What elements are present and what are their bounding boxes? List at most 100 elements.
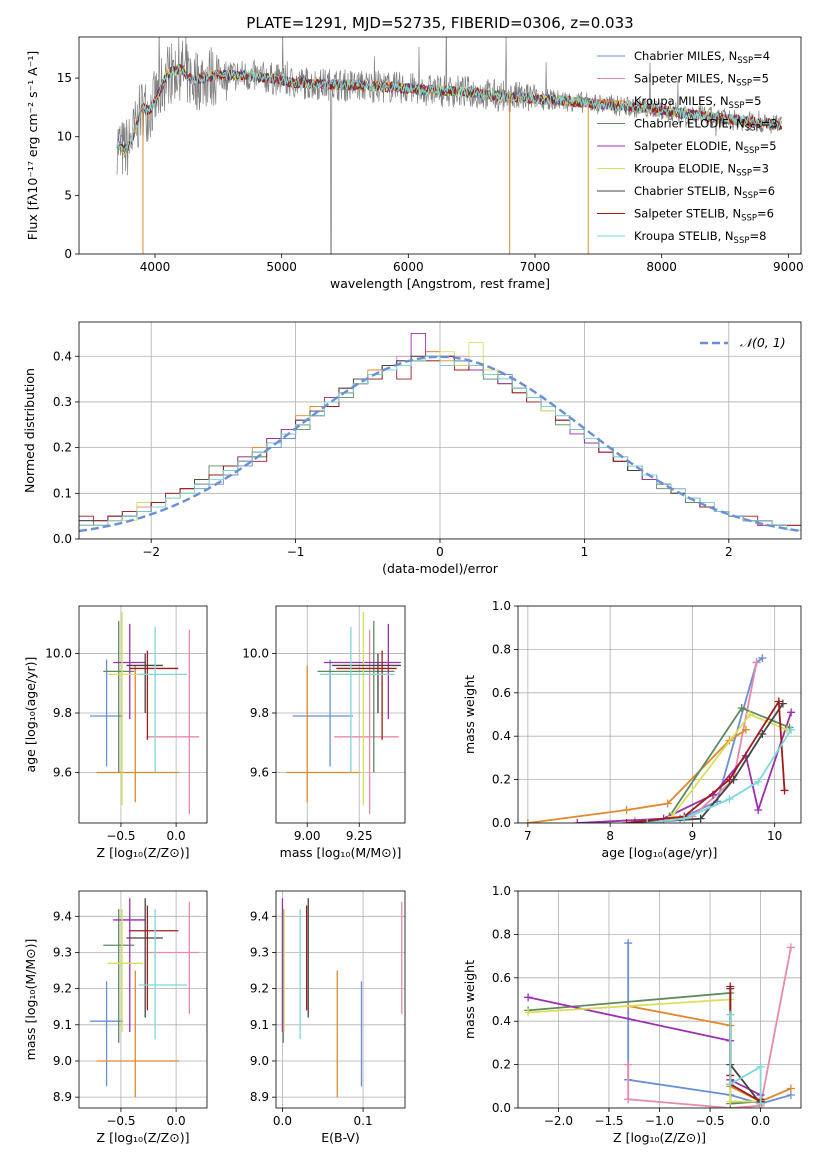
weight-marker xyxy=(778,699,787,708)
weight-marker xyxy=(786,1084,795,1093)
plot-area-weight-vs-Z xyxy=(518,891,801,1108)
x-tick-label: 0.0 xyxy=(751,1114,770,1128)
x-axis-label: Z [log₁₀(Z/Z⊙)] xyxy=(97,845,190,860)
y-tick-label: 10.0 xyxy=(45,647,72,661)
weight-marker xyxy=(745,710,754,719)
weight-marker xyxy=(756,1099,765,1108)
point-4 xyxy=(113,898,146,1033)
x-axis-label: mass [log₁₀(M/M⊙)] xyxy=(280,845,402,860)
weight-marker xyxy=(787,725,796,734)
weight-marker xyxy=(737,703,746,712)
point-1 xyxy=(146,629,200,815)
legend-entry-subscript: SSP xyxy=(742,191,758,201)
plot-area-mass-vs-Z xyxy=(79,891,207,1108)
legend-entry: Kroupa MILES, NSSP=5 xyxy=(634,94,761,111)
legend-entry: Kroupa STELIB, NSSP=8 xyxy=(634,229,766,246)
legend-entry: Kroupa ELODIE, NSSP=3 xyxy=(634,162,769,179)
axes-frame xyxy=(517,605,802,824)
panel-weight-vs-age: 7 8 9 10 0.0 0.2 0.4 0.6 0.8 1.0 age [log₁₀(age/yr… xyxy=(462,599,802,860)
y-tick-label: 9.1 xyxy=(53,1018,72,1032)
legend-entry-count: =3 xyxy=(752,162,769,176)
weight-marker xyxy=(756,1062,765,1071)
y-tick-label: 9.1 xyxy=(250,1018,269,1032)
y-tick-label: 0.2 xyxy=(53,441,72,455)
legend-entry-subscript: SSP xyxy=(729,101,745,111)
x-tick-label: 8 xyxy=(606,829,614,843)
point-3 xyxy=(317,620,395,773)
y-tick-label: 0.0 xyxy=(492,816,511,830)
weight-marker xyxy=(754,777,763,786)
legend-entry-subscript: SSP xyxy=(736,79,752,89)
legend-entry-count: =5 xyxy=(752,72,769,86)
axes-frame xyxy=(517,890,802,1109)
legend: 𝒩(0, 1) xyxy=(700,335,786,350)
weight-marker xyxy=(752,658,761,667)
x-axis-label: age [log₁₀(age/yr)] xyxy=(602,845,718,860)
weight-marker xyxy=(787,708,796,717)
legend-entry-count: =5 xyxy=(760,139,777,153)
weight-line-1 xyxy=(627,947,792,1108)
point-7 xyxy=(336,650,397,740)
point-0 xyxy=(90,659,124,767)
x-tick-label: 9.25 xyxy=(346,829,373,843)
y-tick-label: 0.2 xyxy=(492,1058,511,1072)
legend-entry: Chabrier MILES, NSSP=4 xyxy=(634,49,770,66)
y-tick-label: 9.3 xyxy=(250,945,269,959)
legend-entry: 𝒩(0, 1) xyxy=(740,335,786,350)
legend-entry-label: Chabrier STELIB, N xyxy=(634,184,742,198)
weight-marker xyxy=(624,1095,633,1104)
x-tick-label: 1 xyxy=(581,545,589,559)
x-axis-label: Z [log₁₀(Z/Z⊙)] xyxy=(613,1130,706,1145)
point-1 xyxy=(146,901,200,1014)
model-spectrum-7 xyxy=(116,64,783,151)
legend-entry: Salpeter ELODIE, NSSP=5 xyxy=(634,139,777,156)
y-tick-label: 9.6 xyxy=(250,765,269,779)
y-tick-label: 9.8 xyxy=(250,706,269,720)
x-tick-label: 0.1 xyxy=(354,1114,373,1128)
x-tick-label: 7 xyxy=(524,829,532,843)
point-5 xyxy=(107,611,143,806)
y-tick-label: 1.0 xyxy=(492,599,511,613)
weight-marker xyxy=(725,795,734,804)
y-tick-label: 15 xyxy=(57,71,72,85)
weight-marker xyxy=(524,1008,533,1017)
y-tick-label: 0.2 xyxy=(492,773,511,787)
panel-age-vs-mass: 9.00 9.25 9.6 9.8 10.0 mass [log₁₀(M/M⊙)] xyxy=(242,605,406,860)
point-2 xyxy=(96,970,180,1098)
weight-line-2 xyxy=(527,728,747,823)
point-6 xyxy=(126,898,163,1018)
axes-frame xyxy=(275,890,406,1109)
plot-area-mass-vs-ebv xyxy=(276,891,405,1108)
plot-area-age-vs-Z xyxy=(79,606,207,823)
x-tick-label: −0.5 xyxy=(106,1114,135,1128)
y-tick-label: 10.0 xyxy=(242,647,269,661)
y-tick-label: 9.0 xyxy=(53,1054,72,1068)
axes-frame xyxy=(275,605,406,824)
weight-marker xyxy=(741,725,750,734)
model-spectrum-6 xyxy=(116,63,783,152)
weight-line-7 xyxy=(729,986,762,1104)
weight-marker xyxy=(725,775,734,784)
model-spectrum-8 xyxy=(116,64,783,151)
x-tick-label: −2.0 xyxy=(544,1114,573,1128)
y-tick-label: 0.3 xyxy=(53,395,72,409)
x-tick-label: 4000 xyxy=(140,260,171,274)
panel-age-vs-Z: −0.5 0.0 9.6 9.8 10.0 Z [log₁₀(Z/Z⊙)] age [log… xyxy=(23,605,208,860)
weight-marker xyxy=(726,1010,735,1019)
legend-entry-subscript: SSP xyxy=(737,56,753,66)
y-axis-label: Flux [fλ10⁻¹⁷ erg cm⁻² s⁻¹ A⁻¹] xyxy=(25,51,40,240)
x-tick-label: −2 xyxy=(142,545,160,559)
axes-frame xyxy=(78,321,802,540)
y-tick-label: 0.8 xyxy=(492,642,511,656)
y-tick-label: 9.4 xyxy=(250,909,269,923)
x-tick-label: 6000 xyxy=(393,260,424,274)
x-axis-label: wavelength [Angstrom, rest frame] xyxy=(330,276,550,291)
y-tick-label: 0 xyxy=(64,247,72,261)
weight-marker xyxy=(726,1080,735,1089)
chart-title: PLATE=1291, MJD=52735, FIBERID=0306, z=0… xyxy=(246,14,633,32)
x-tick-label: 0 xyxy=(436,545,444,559)
weight-marker xyxy=(624,939,633,948)
y-tick-label: 8.9 xyxy=(53,1090,72,1104)
weight-marker xyxy=(624,1060,633,1069)
legend-entry-label: Kroupa STELIB, N xyxy=(634,229,734,243)
